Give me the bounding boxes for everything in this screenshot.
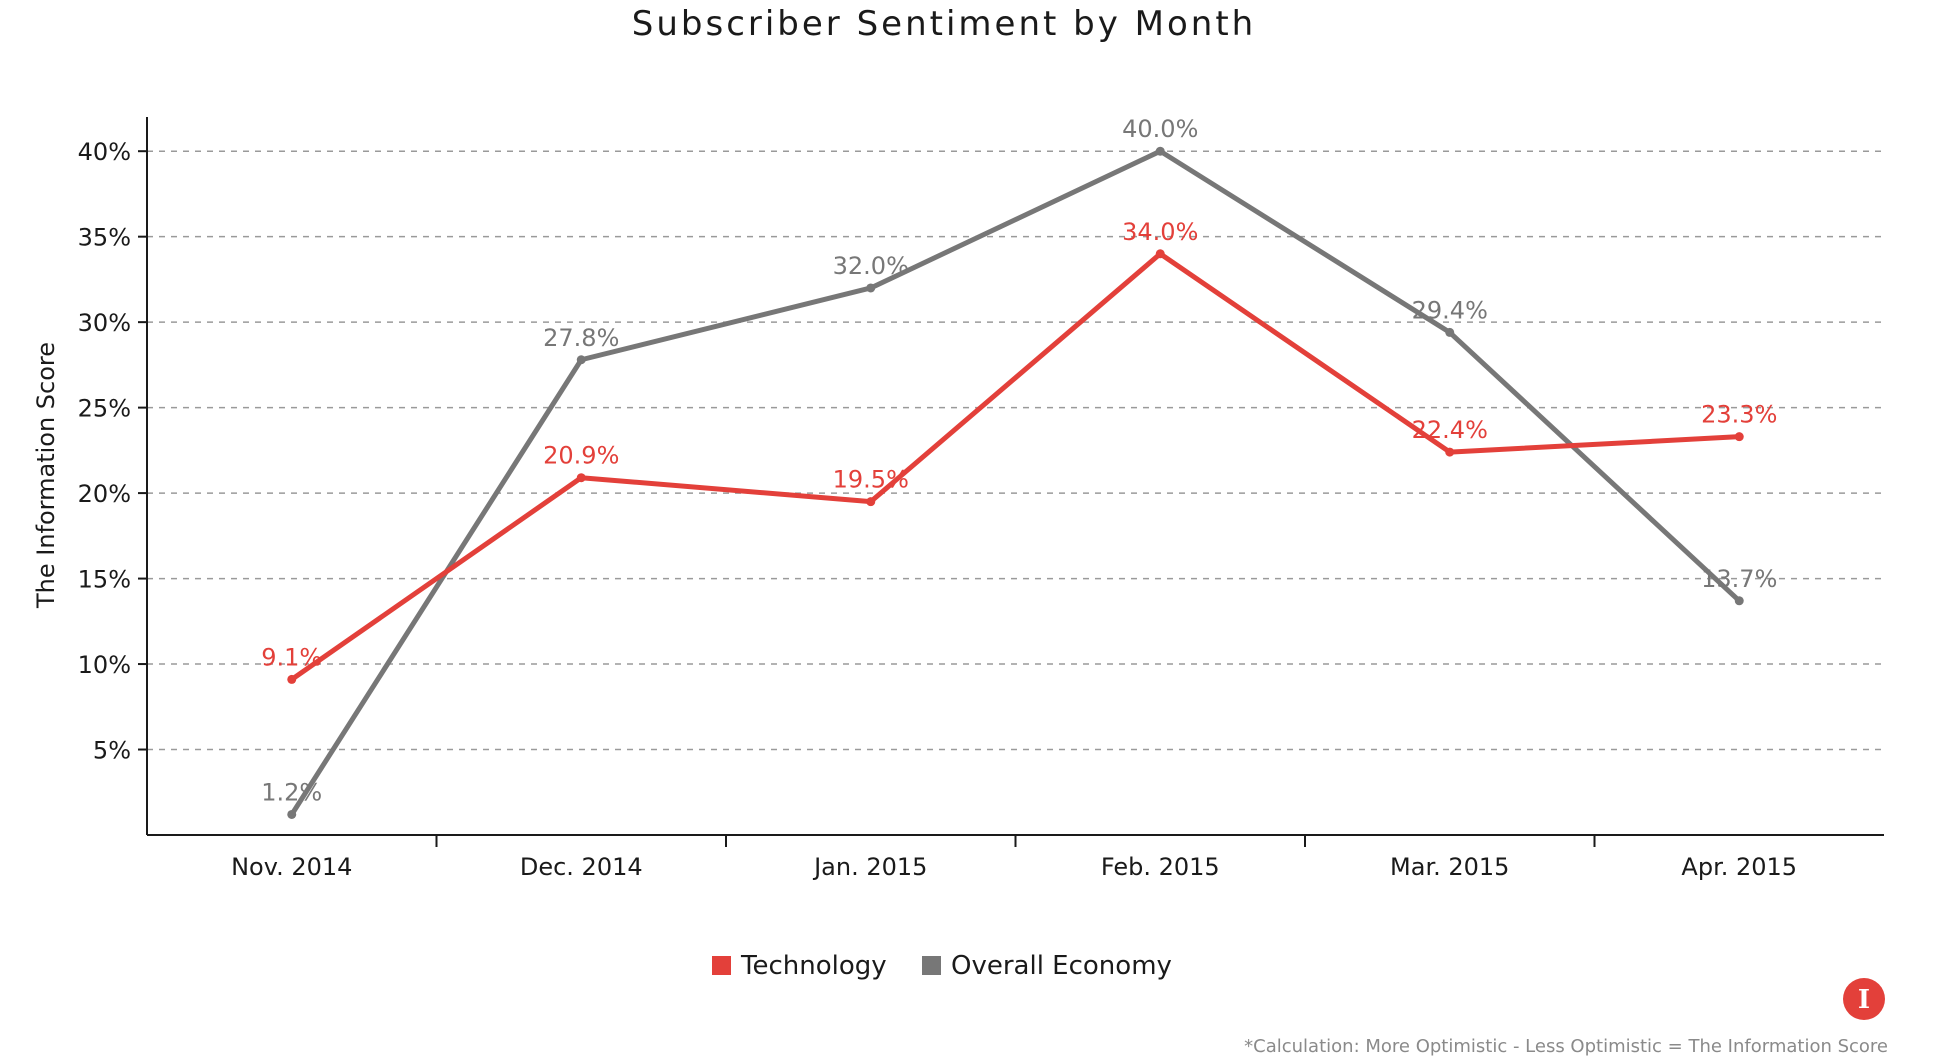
logo-letter: I	[1858, 985, 1870, 1015]
data-label-overall-economy: 32.0%	[833, 252, 909, 280]
data-label-overall-economy: 27.8%	[543, 324, 619, 352]
y-tick-label: 15%	[78, 566, 131, 594]
data-point-technology	[866, 497, 876, 507]
y-tick-label: 30%	[78, 309, 131, 337]
y-tick-label: 35%	[78, 224, 131, 252]
x-tick-label: Apr. 2015	[1681, 853, 1797, 881]
x-tick-label: Mar. 2015	[1390, 853, 1509, 881]
series-layer	[287, 146, 1744, 819]
x-tick-label: Jan. 2015	[812, 853, 927, 881]
series-line-technology	[289, 251, 1742, 682]
y-tick-label: 20%	[78, 480, 131, 508]
y-axis-label: The Information Score	[32, 342, 60, 609]
y-tick-label: 5%	[93, 737, 131, 765]
legend-label-overall-economy: Overall Economy	[951, 951, 1172, 981]
chart-title: Subscriber Sentiment by Month	[632, 4, 1256, 44]
gridlines	[147, 150, 1884, 751]
legend-swatch-technology	[712, 956, 731, 975]
data-point-technology	[1155, 249, 1165, 259]
information-logo-icon: I	[1843, 978, 1885, 1020]
y-tick-label: 25%	[78, 395, 131, 423]
x-tick-label: Dec. 2014	[520, 853, 643, 881]
data-point-overall-economy	[576, 355, 586, 365]
data-point-overall-economy	[287, 809, 297, 819]
y-tick-label: 40%	[78, 138, 131, 166]
data-point-technology	[576, 473, 586, 483]
y-tick-label: 10%	[78, 651, 131, 679]
data-label-technology: 19.5%	[833, 466, 909, 494]
data-point-technology	[1445, 447, 1455, 457]
x-ticks: Nov. 2014 Dec. 2014 Jan. 2015 Feb. 2015 Mar.…	[231, 835, 1797, 881]
data-label-technology: 23.3%	[1701, 401, 1777, 429]
data-label-overall-economy: 40.0%	[1122, 115, 1198, 143]
footnote: *Calculation: More Optimistic - Less Opt…	[1244, 1036, 1888, 1057]
data-label-technology: 22.4%	[1412, 416, 1488, 444]
data-labels: 1.2% 27.8% 32.0% 40.0% 29.4% 13.7% 9.1% 20.9% 19…	[261, 115, 1777, 806]
legend: Technology Overall Economy	[712, 951, 1172, 981]
legend-swatch-overall-economy	[922, 956, 941, 975]
legend-label-technology: Technology	[740, 951, 887, 981]
data-label-technology: 34.0%	[1122, 218, 1198, 246]
data-label-overall-economy: 13.7%	[1701, 565, 1777, 593]
series-line-overall-economy	[289, 148, 1742, 817]
data-point-overall-economy	[866, 283, 876, 293]
x-tick-label: Feb. 2015	[1101, 853, 1220, 881]
data-point-technology	[287, 674, 297, 684]
data-point-technology	[1734, 432, 1744, 442]
y-ticks: 5% 10% 15% 20% 25% 30% 35% 40%	[78, 138, 147, 765]
data-point-overall-economy	[1734, 596, 1744, 606]
data-point-overall-economy	[1445, 327, 1455, 337]
data-label-overall-economy: 1.2%	[261, 778, 322, 806]
data-label-technology: 9.1%	[261, 643, 322, 671]
x-tick-label: Nov. 2014	[231, 853, 352, 881]
data-label-overall-economy: 29.4%	[1412, 296, 1488, 324]
data-label-technology: 20.9%	[543, 442, 619, 470]
data-point-overall-economy	[1155, 146, 1165, 156]
